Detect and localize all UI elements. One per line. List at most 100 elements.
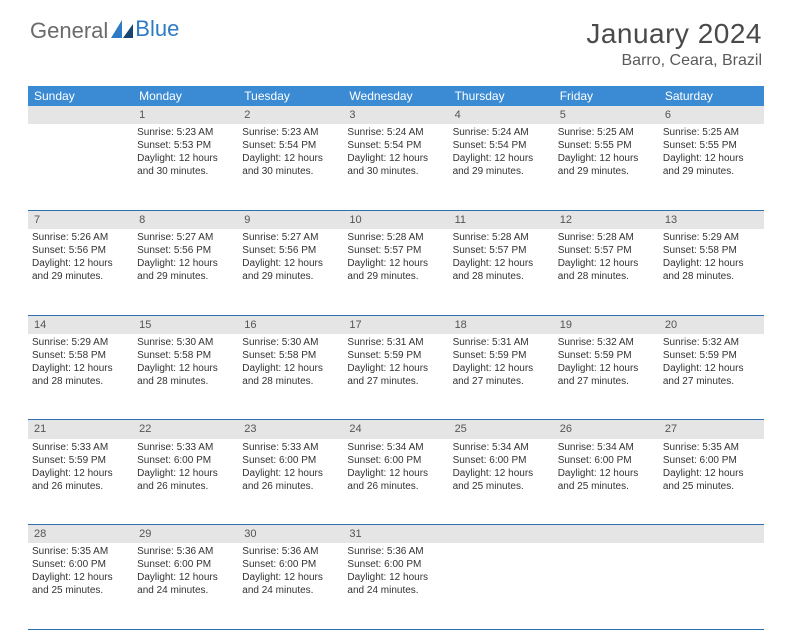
daylight-line-2: and 25 minutes. <box>663 480 760 493</box>
sunset-line: Sunset: 5:57 PM <box>453 244 550 257</box>
day-cell: Sunrise: 5:33 AMSunset: 6:00 PMDaylight:… <box>238 439 343 525</box>
sunrise-line: Sunrise: 5:31 AM <box>347 336 444 349</box>
sunset-line: Sunset: 5:58 PM <box>137 349 234 362</box>
daylight-line-1: Daylight: 12 hours <box>137 257 234 270</box>
day-number: 19 <box>554 315 659 334</box>
sunset-line: Sunset: 5:56 PM <box>242 244 339 257</box>
day-cell <box>659 543 764 629</box>
daylight-line-1: Daylight: 12 hours <box>242 152 339 165</box>
day-number: 28 <box>28 525 133 544</box>
day-cell: Sunrise: 5:31 AMSunset: 5:59 PMDaylight:… <box>343 334 448 420</box>
title-block: January 2024 Barro, Ceara, Brazil <box>586 18 762 70</box>
sunrise-line: Sunrise: 5:31 AM <box>453 336 550 349</box>
daylight-line-1: Daylight: 12 hours <box>663 362 760 375</box>
month-title: January 2024 <box>586 18 762 50</box>
daylight-line-1: Daylight: 12 hours <box>137 152 234 165</box>
header: General Blue January 2024 Barro, Ceara, … <box>0 0 792 78</box>
daylight-line-2: and 26 minutes. <box>137 480 234 493</box>
day-header: Friday <box>554 86 659 106</box>
daylight-line-1: Daylight: 12 hours <box>242 362 339 375</box>
sunset-line: Sunset: 5:59 PM <box>347 349 444 362</box>
daylight-line-2: and 28 minutes. <box>32 375 129 388</box>
daylight-line-1: Daylight: 12 hours <box>347 362 444 375</box>
day-number: 3 <box>343 106 448 124</box>
sunset-line: Sunset: 5:59 PM <box>558 349 655 362</box>
daylight-line-2: and 29 minutes. <box>453 165 550 178</box>
day-cell: Sunrise: 5:36 AMSunset: 6:00 PMDaylight:… <box>343 543 448 629</box>
day-cell: Sunrise: 5:24 AMSunset: 5:54 PMDaylight:… <box>449 124 554 210</box>
daylight-line-2: and 30 minutes. <box>242 165 339 178</box>
daylight-line-2: and 27 minutes. <box>663 375 760 388</box>
day-cell: Sunrise: 5:35 AMSunset: 6:00 PMDaylight:… <box>659 439 764 525</box>
daylight-line-2: and 29 minutes. <box>558 165 655 178</box>
daylight-line-1: Daylight: 12 hours <box>453 362 550 375</box>
sunrise-line: Sunrise: 5:34 AM <box>347 441 444 454</box>
daylight-line-1: Daylight: 12 hours <box>453 152 550 165</box>
daylight-line-2: and 26 minutes. <box>242 480 339 493</box>
week-row: Sunrise: 5:35 AMSunset: 6:00 PMDaylight:… <box>28 543 764 629</box>
daylight-line-2: and 29 minutes. <box>347 270 444 283</box>
daylight-line-2: and 27 minutes. <box>347 375 444 388</box>
day-header: Saturday <box>659 86 764 106</box>
daylight-line-1: Daylight: 12 hours <box>137 571 234 584</box>
sunrise-line: Sunrise: 5:29 AM <box>32 336 129 349</box>
daylight-line-1: Daylight: 12 hours <box>663 152 760 165</box>
day-number-row: 14151617181920 <box>28 315 764 334</box>
sunset-line: Sunset: 5:54 PM <box>347 139 444 152</box>
daylight-line-1: Daylight: 12 hours <box>347 571 444 584</box>
day-number: 11 <box>449 210 554 229</box>
day-number: 4 <box>449 106 554 124</box>
day-cell: Sunrise: 5:35 AMSunset: 6:00 PMDaylight:… <box>28 543 133 629</box>
sunset-line: Sunset: 6:00 PM <box>137 454 234 467</box>
day-number-row: 28293031 <box>28 525 764 544</box>
daylight-line-1: Daylight: 12 hours <box>32 362 129 375</box>
daylight-line-1: Daylight: 12 hours <box>242 571 339 584</box>
sunrise-line: Sunrise: 5:35 AM <box>32 545 129 558</box>
sunset-line: Sunset: 5:54 PM <box>453 139 550 152</box>
sunset-line: Sunset: 5:59 PM <box>663 349 760 362</box>
sunset-line: Sunset: 5:54 PM <box>242 139 339 152</box>
day-number: 16 <box>238 315 343 334</box>
day-number: 12 <box>554 210 659 229</box>
daylight-line-2: and 24 minutes. <box>137 584 234 597</box>
sunset-line: Sunset: 6:00 PM <box>453 454 550 467</box>
day-header: Monday <box>133 86 238 106</box>
day-header: Sunday <box>28 86 133 106</box>
sunrise-line: Sunrise: 5:23 AM <box>242 126 339 139</box>
sunrise-line: Sunrise: 5:33 AM <box>242 441 339 454</box>
sunrise-line: Sunrise: 5:32 AM <box>558 336 655 349</box>
daylight-line-2: and 25 minutes. <box>32 584 129 597</box>
sunset-line: Sunset: 5:53 PM <box>137 139 234 152</box>
sunrise-line: Sunrise: 5:25 AM <box>663 126 760 139</box>
daylight-line-2: and 28 minutes. <box>663 270 760 283</box>
daylight-line-2: and 28 minutes. <box>242 375 339 388</box>
sunrise-line: Sunrise: 5:36 AM <box>137 545 234 558</box>
day-number: 2 <box>238 106 343 124</box>
day-cell: Sunrise: 5:33 AMSunset: 6:00 PMDaylight:… <box>133 439 238 525</box>
sunrise-line: Sunrise: 5:24 AM <box>453 126 550 139</box>
daylight-line-2: and 29 minutes. <box>32 270 129 283</box>
daylight-line-1: Daylight: 12 hours <box>137 467 234 480</box>
daylight-line-1: Daylight: 12 hours <box>32 467 129 480</box>
daylight-line-1: Daylight: 12 hours <box>32 257 129 270</box>
day-cell <box>554 543 659 629</box>
sunset-line: Sunset: 6:00 PM <box>558 454 655 467</box>
day-number-row: 21222324252627 <box>28 420 764 439</box>
daylight-line-2: and 28 minutes. <box>453 270 550 283</box>
sunrise-line: Sunrise: 5:28 AM <box>453 231 550 244</box>
sunset-line: Sunset: 5:56 PM <box>137 244 234 257</box>
daylight-line-1: Daylight: 12 hours <box>32 571 129 584</box>
daylight-line-1: Daylight: 12 hours <box>347 152 444 165</box>
day-number: 27 <box>659 420 764 439</box>
daylight-line-2: and 29 minutes. <box>663 165 760 178</box>
sunrise-line: Sunrise: 5:24 AM <box>347 126 444 139</box>
daylight-line-2: and 24 minutes. <box>242 584 339 597</box>
day-header: Wednesday <box>343 86 448 106</box>
sunrise-line: Sunrise: 5:27 AM <box>137 231 234 244</box>
daylight-line-2: and 29 minutes. <box>137 270 234 283</box>
day-cell: Sunrise: 5:25 AMSunset: 5:55 PMDaylight:… <box>554 124 659 210</box>
sunset-line: Sunset: 6:00 PM <box>347 454 444 467</box>
day-number: 6 <box>659 106 764 124</box>
day-cell: Sunrise: 5:26 AMSunset: 5:56 PMDaylight:… <box>28 229 133 315</box>
day-cell: Sunrise: 5:24 AMSunset: 5:54 PMDaylight:… <box>343 124 448 210</box>
